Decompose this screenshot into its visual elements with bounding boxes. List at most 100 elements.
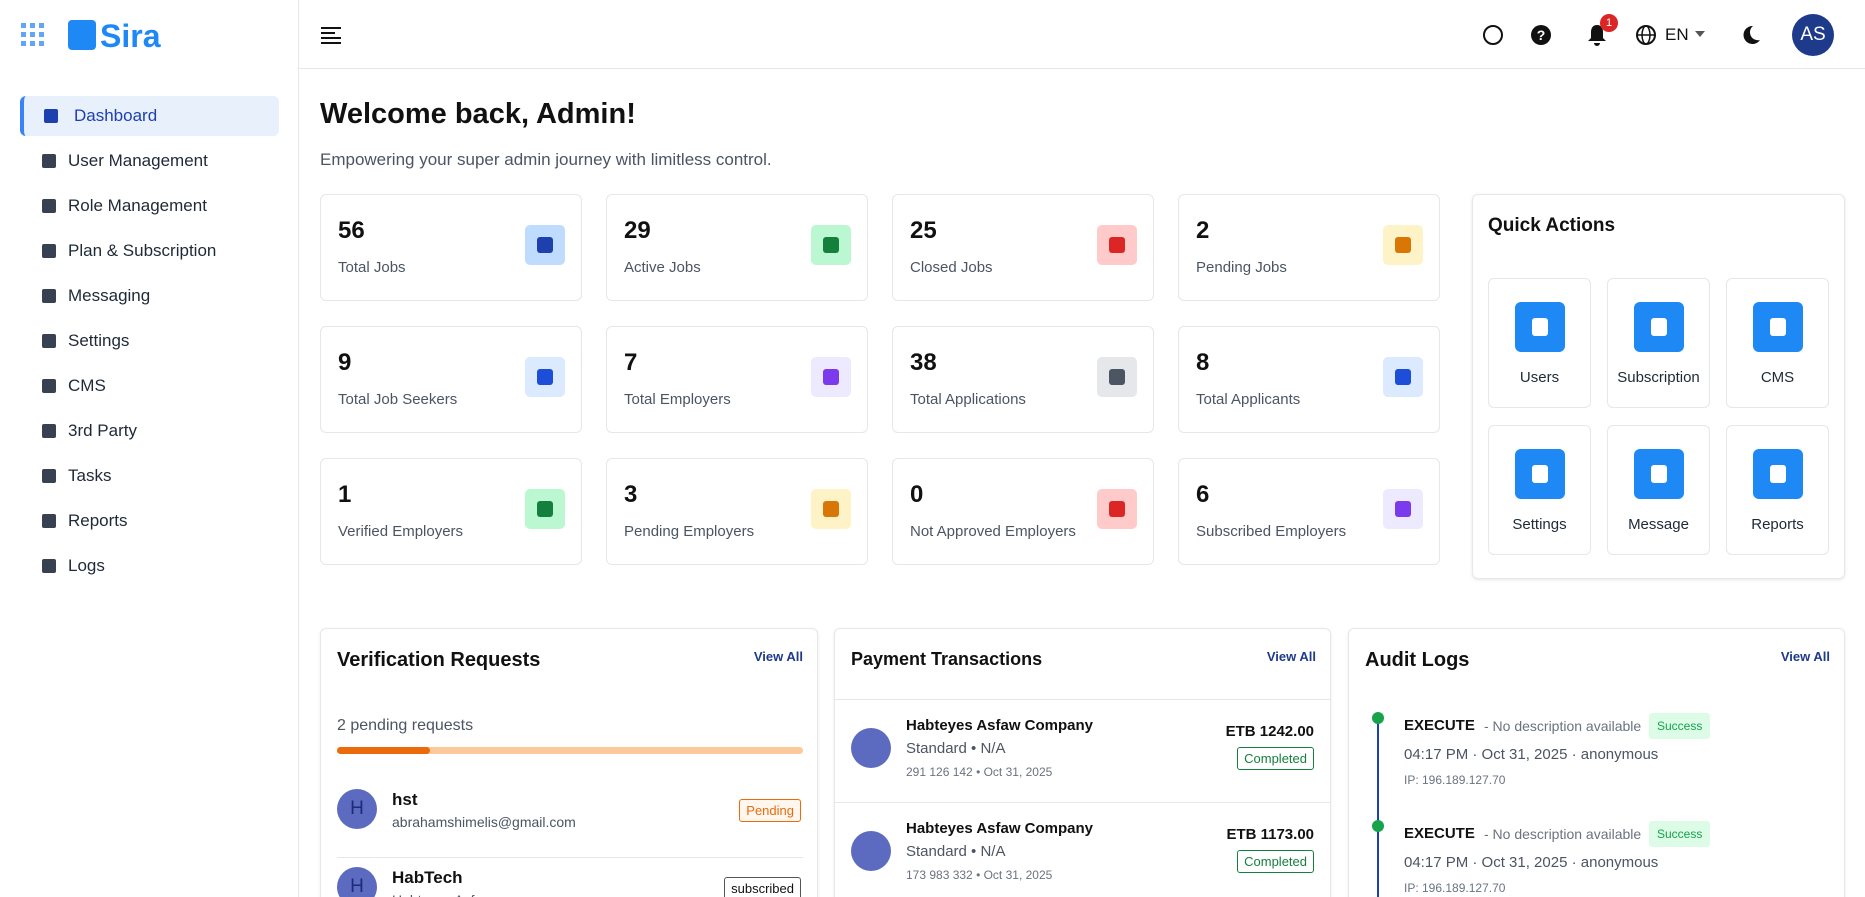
view-all[interactable]: View All [1780,649,1830,664]
nav-label: Logs [68,556,105,575]
stat-icon-glyph [823,501,839,517]
stat-card: 7 Total Employers [606,326,868,433]
stat-value: 8 [1196,349,1210,376]
quick-action-icon [1753,302,1803,352]
nav-item[interactable]: Logs [20,546,279,586]
nav-item[interactable]: Messaging [20,276,279,316]
stat-label: Closed Jobs [910,259,993,276]
nav-icon [42,289,56,303]
quick-action-glyph [1651,465,1667,483]
nav-item[interactable]: Dashboard [20,96,279,136]
payments-panel: Payment Transactions View All Habteyes A… [834,628,1331,897]
topbar: ? 1 EN AS [299,0,1865,69]
nav-label: User Management [68,151,208,170]
nav-label: Reports [68,511,128,530]
status-badge: Pending [739,799,801,822]
request-name: hst [392,790,418,809]
panel-title: Verification Requests [337,649,541,671]
help-icon[interactable]: ? [1530,24,1552,46]
quick-action[interactable]: Message [1607,425,1710,555]
stat-icon-glyph [537,237,553,253]
stat-card: 6 Subscribed Employers [1178,458,1440,565]
nav-label: 3rd Party [68,421,137,440]
log-ip: IP: 196.189.127.70 [1404,773,1506,787]
stat-label: Total Employers [624,391,731,408]
svg-text:?: ? [1537,27,1546,43]
theme-toggle[interactable] [1739,24,1761,46]
avatar[interactable]: AS [1792,14,1834,56]
quick-action-glyph [1770,465,1786,483]
globe-icon[interactable] [1635,24,1657,46]
quick-action-glyph [1770,318,1786,336]
stat-card: 56 Total Jobs [320,194,582,301]
quick-action[interactable]: Subscription [1607,278,1710,408]
stat-icon-glyph [1395,237,1411,253]
apps-icon[interactable] [20,22,46,48]
quick-action-glyph [1651,318,1667,336]
log-description: - No description available [1484,826,1642,842]
stat-icon-glyph [823,369,839,385]
menu-toggle[interactable] [321,26,341,44]
quick-action-icon [1515,302,1565,352]
logo-mark [68,20,96,50]
nav-item[interactable]: Tasks [20,456,279,496]
view-all[interactable]: View All [753,649,803,664]
stat-icon [525,489,565,529]
stat-icon-glyph [537,501,553,517]
nav-label: Settings [68,331,130,350]
stat-card: 29 Active Jobs [606,194,868,301]
stat-icon-glyph [1395,369,1411,385]
stat-card: 25 Closed Jobs [892,194,1154,301]
nav-icon [42,424,56,438]
stat-icon-glyph [1395,501,1411,517]
stat-label: Pending Employers [624,523,755,540]
chat-icon[interactable] [1482,24,1504,46]
nav-item[interactable]: Role Management [20,186,279,226]
quick-action-label: Users [1519,369,1560,386]
payment-name: Habteyes Asfaw Company [906,717,1094,734]
stat-icon [1097,357,1137,397]
quick-action[interactable]: Users [1488,278,1591,408]
stat-value: 9 [338,349,352,376]
quick-action-glyph [1532,318,1548,336]
nav-item[interactable]: Reports [20,501,279,541]
nav-icon [42,334,56,348]
stat-card: 1 Verified Employers [320,458,582,565]
nav-label: Role Management [68,196,207,215]
stat-label: Pending Jobs [1196,259,1287,276]
log-action: EXECUTE [1404,825,1475,842]
stat-value: 1 [338,481,352,508]
status-badge: Success [1649,821,1711,847]
quick-action[interactable]: Settings [1488,425,1591,555]
quick-action-icon [1634,449,1684,499]
quick-action-icon [1515,449,1565,499]
stat-icon [811,489,851,529]
status-badge: Completed [1237,850,1314,873]
caret [1695,31,1705,37]
quick-action-label: Settings [1512,516,1567,533]
nav-icon [42,244,56,258]
payment-amount: ETB 1173.00 [1226,826,1314,843]
payment-plan: Standard • N/A [906,843,1006,860]
stat-card: 0 Not Approved Employers [892,458,1154,565]
stat-label: Not Approved Employers [910,523,1076,540]
nav-item[interactable]: User Management [20,141,279,181]
stat-value: 25 [910,217,937,244]
quick-actions-title: Quick Actions [1488,215,1616,236]
nav-item[interactable]: Plan & Subscription [20,231,279,271]
quick-action[interactable]: Reports [1726,425,1829,555]
nav-item[interactable]: Settings [20,321,279,361]
view-all[interactable]: View All [1266,649,1316,664]
bell-icon[interactable] [1587,24,1607,46]
language-select[interactable]: EN [1665,25,1689,44]
nav-icon [42,154,56,168]
stat-label: Total Job Seekers [338,391,458,408]
progress-fill [337,747,430,754]
nav-item[interactable]: CMS [20,366,279,406]
quick-action[interactable]: CMS [1726,278,1829,408]
payment-name: Habteyes Asfaw Company [906,820,1094,837]
stat-card: 8 Total Applicants [1178,326,1440,433]
payment-meta: 173 983 332 • Oct 31, 2025 [906,868,1053,882]
nav-item[interactable]: 3rd Party [20,411,279,451]
